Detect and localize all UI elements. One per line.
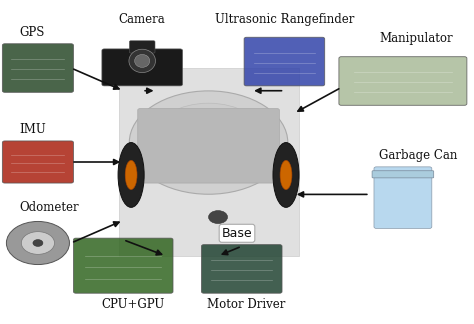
FancyBboxPatch shape (244, 37, 325, 86)
Text: Odometer: Odometer (19, 201, 79, 214)
Ellipse shape (7, 222, 69, 264)
Text: Motor Driver: Motor Driver (207, 298, 286, 311)
Text: Garbage Can: Garbage Can (379, 149, 457, 162)
Text: IMU: IMU (19, 123, 46, 136)
Ellipse shape (209, 211, 228, 224)
FancyBboxPatch shape (2, 141, 73, 183)
Ellipse shape (129, 49, 155, 73)
Ellipse shape (273, 143, 299, 207)
Text: Camera: Camera (119, 13, 165, 26)
Text: Manipulator: Manipulator (379, 32, 453, 45)
Text: Ultrasonic Rangefinder: Ultrasonic Rangefinder (215, 13, 354, 26)
FancyBboxPatch shape (374, 167, 432, 228)
Ellipse shape (118, 143, 144, 207)
FancyBboxPatch shape (201, 245, 282, 293)
Ellipse shape (280, 160, 292, 190)
FancyBboxPatch shape (339, 57, 467, 105)
FancyBboxPatch shape (138, 109, 279, 183)
FancyBboxPatch shape (118, 68, 299, 256)
FancyBboxPatch shape (102, 49, 182, 86)
Text: GPS: GPS (19, 26, 45, 39)
Text: CPU+GPU: CPU+GPU (101, 298, 164, 311)
FancyBboxPatch shape (129, 41, 155, 53)
Ellipse shape (33, 240, 43, 246)
Ellipse shape (21, 232, 55, 254)
Ellipse shape (155, 103, 263, 169)
Text: Base: Base (222, 227, 252, 240)
FancyBboxPatch shape (73, 238, 173, 293)
FancyBboxPatch shape (2, 44, 73, 92)
FancyBboxPatch shape (372, 171, 434, 178)
Ellipse shape (135, 54, 150, 67)
Ellipse shape (129, 91, 288, 194)
Ellipse shape (125, 160, 137, 190)
